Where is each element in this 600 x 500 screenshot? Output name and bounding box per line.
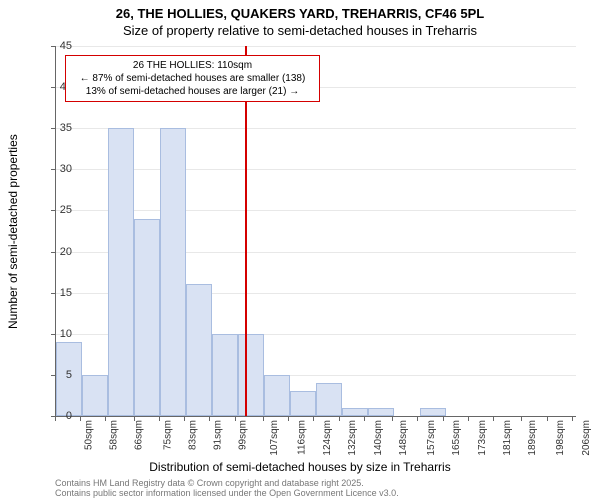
x-tick: [339, 416, 340, 421]
x-tick-label: 181sqm: [502, 420, 513, 456]
x-tick-label: 165sqm: [452, 420, 463, 456]
y-axis-label: Number of semi-detached properties: [6, 134, 20, 329]
x-tick: [235, 416, 236, 421]
y-tick-label: 45: [32, 40, 72, 52]
x-tick-label: 91sqm: [213, 420, 224, 450]
histogram-bar: [108, 128, 134, 416]
histogram-bar: [212, 334, 238, 416]
histogram-bar: [82, 375, 108, 416]
histogram-bar: [342, 408, 368, 416]
annotation-line: 26 THE HOLLIES: 110sqm: [72, 59, 313, 72]
x-tick-label: 116sqm: [296, 420, 307, 455]
annotation-line: 13% of semi-detached houses are larger (…: [72, 85, 313, 98]
x-tick-label: 148sqm: [398, 420, 409, 456]
x-tick: [313, 416, 314, 421]
histogram-bar: [290, 391, 316, 416]
x-tick-label: 124sqm: [322, 420, 333, 456]
gridline: [56, 128, 576, 129]
x-tick-label: 83sqm: [188, 420, 199, 450]
y-tick-label: 5: [32, 369, 72, 381]
x-tick-label: 132sqm: [348, 420, 359, 456]
x-tick-label: 198sqm: [556, 420, 567, 456]
x-tick-label: 206sqm: [581, 420, 592, 456]
x-tick-label: 189sqm: [527, 420, 538, 456]
x-tick: [572, 416, 573, 421]
histogram-bar: [264, 375, 290, 416]
y-tick-label: 25: [32, 204, 72, 216]
histogram-bar: [134, 219, 160, 416]
histogram-bar: [160, 128, 186, 416]
x-tick: [159, 416, 160, 421]
y-tick-label: 35: [32, 122, 72, 134]
gridline: [56, 169, 576, 170]
x-tick-label: 107sqm: [269, 420, 280, 456]
x-tick: [493, 416, 494, 421]
chart-title-address: 26, THE HOLLIES, QUAKERS YARD, TREHARRIS…: [0, 6, 600, 21]
annotation-line: ← 87% of semi-detached houses are smalle…: [72, 72, 313, 85]
y-tick-label: 30: [32, 163, 72, 175]
x-axis-label: Distribution of semi-detached houses by …: [0, 460, 600, 474]
x-tick: [521, 416, 522, 421]
x-tick: [288, 416, 289, 421]
x-tick: [55, 416, 56, 421]
x-tick-label: 99sqm: [238, 420, 249, 450]
x-tick-label: 58sqm: [109, 420, 120, 450]
footer-line-2: Contains public sector information licen…: [55, 488, 399, 498]
gridline: [56, 210, 576, 211]
x-tick: [184, 416, 185, 421]
x-tick: [547, 416, 548, 421]
x-tick: [392, 416, 393, 421]
x-tick: [105, 416, 106, 421]
x-tick: [443, 416, 444, 421]
x-tick: [364, 416, 365, 421]
x-tick-label: 66sqm: [134, 420, 145, 450]
x-tick-label: 50sqm: [84, 420, 95, 450]
x-tick: [417, 416, 418, 421]
x-tick-label: 75sqm: [162, 420, 173, 450]
x-tick-label: 157sqm: [426, 420, 437, 456]
histogram-bar: [238, 334, 264, 416]
histogram-bar: [186, 284, 212, 416]
footer-line-1: Contains HM Land Registry data © Crown c…: [55, 478, 399, 488]
histogram-bar: [316, 383, 342, 416]
y-tick-label: 20: [32, 246, 72, 258]
x-tick-label: 140sqm: [373, 420, 384, 456]
gridline: [56, 46, 576, 47]
x-tick: [80, 416, 81, 421]
y-tick-label: 15: [32, 287, 72, 299]
x-tick: [263, 416, 264, 421]
histogram-bar: [368, 408, 394, 416]
x-tick: [468, 416, 469, 421]
y-tick-label: 10: [32, 328, 72, 340]
x-tick-label: 173sqm: [477, 420, 488, 456]
annotation-box: 26 THE HOLLIES: 110sqm← 87% of semi-deta…: [65, 55, 320, 102]
chart-subtitle: Size of property relative to semi-detach…: [0, 23, 600, 38]
attribution-footer: Contains HM Land Registry data © Crown c…: [55, 478, 399, 499]
histogram-bar: [420, 408, 446, 416]
x-tick: [209, 416, 210, 421]
